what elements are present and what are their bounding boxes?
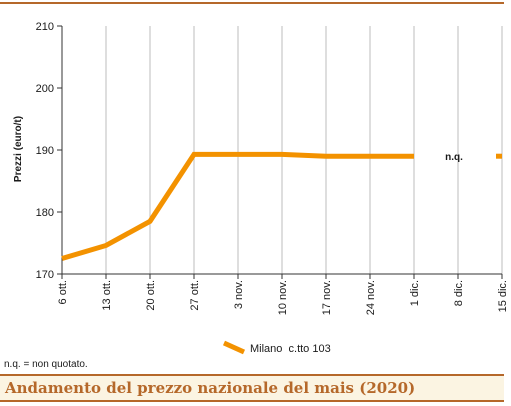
x-tick-label: 24 nov.: [365, 280, 377, 315]
series-layer: [61, 151, 502, 261]
y-tick-label: 170: [36, 269, 54, 281]
legend: Milano c.tto 103: [222, 340, 331, 355]
y-tick-label: 200: [36, 83, 54, 95]
label-layer: 170 180 190 200 210 6 ott. 13 ott. 20 ott. 27 ot…: [36, 21, 509, 315]
x-tick-label: 3 nov.: [233, 280, 245, 309]
axis-layer: [57, 25, 503, 279]
x-tick-label: 17 nov.: [321, 280, 333, 315]
x-tick-label: 13 ott.: [101, 280, 113, 311]
x-tick-label: 27 ott.: [189, 280, 201, 311]
grid-layer: [61, 26, 503, 274]
x-tick-label: 6 ott.: [57, 280, 69, 304]
title-bar: Andamento del prezzo nazionale del mais …: [0, 374, 504, 402]
legend-label: Milano c.tto 103: [250, 343, 331, 355]
legend-swatch: [222, 340, 246, 355]
y-tick-label: 210: [36, 21, 54, 33]
x-tick-label: 8 dic.: [453, 280, 465, 306]
not-quoted-annotation: n.q.: [445, 152, 463, 163]
y-tick-label: 180: [36, 207, 54, 219]
x-tick-label: 20 ott.: [145, 280, 157, 311]
x-tick-label: 1 dic.: [409, 280, 421, 306]
x-tick-label: 10 nov.: [277, 280, 289, 315]
series-line: [61, 151, 414, 261]
x-tick-label: 15 dic.: [497, 280, 509, 312]
y-tick-label: 190: [36, 145, 54, 157]
y-axis-label: Prezzi (euro/t): [13, 116, 24, 182]
chart-title: Andamento del prezzo nazionale del mais …: [5, 379, 416, 397]
top-rule: [0, 2, 504, 4]
line-chart: 170 180 190 200 210 6 ott. 13 ott. 20 ott. 27 ot…: [13, 21, 509, 355]
footnote: n.q. = non quotato.: [4, 359, 88, 370]
